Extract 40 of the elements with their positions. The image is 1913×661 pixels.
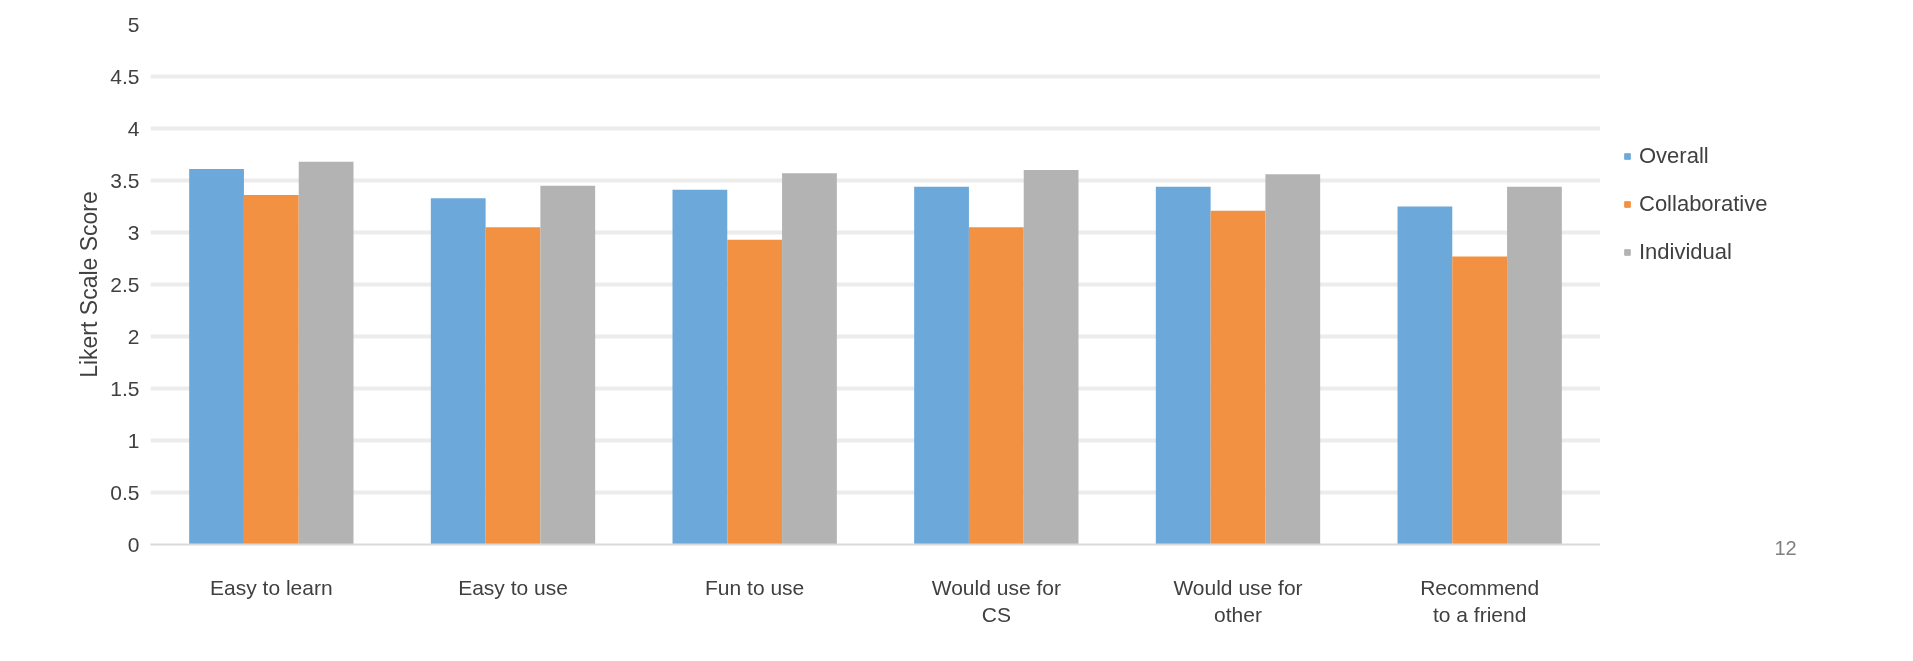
- bar: [540, 185, 596, 545]
- y-axis-title: Likert Scale Score: [76, 191, 103, 378]
- y-tick-label: 1: [127, 428, 140, 452]
- bar: [672, 189, 728, 545]
- x-tick-label: Easy to use: [458, 575, 568, 599]
- bar: [430, 198, 486, 545]
- bar: [782, 173, 837, 545]
- text: 12: [1774, 536, 1797, 559]
- bar: [243, 195, 299, 545]
- x-tick-label: Recommend to a friend: [1420, 575, 1540, 627]
- x-tick-label: Would use for CS: [931, 575, 1061, 627]
- y-tick-label: 1.5: [110, 376, 140, 400]
- y-tick-label: 0: [127, 532, 140, 556]
- bar: [1155, 186, 1211, 545]
- legend-label: Collaborative: [1639, 191, 1768, 217]
- x-tick-label: Easy to learn: [210, 575, 333, 599]
- bar: [1023, 170, 1079, 545]
- bar: [1397, 206, 1453, 545]
- y-tick-label: 3.5: [110, 168, 140, 192]
- y-tick-label: 2: [127, 324, 140, 348]
- bar: [727, 239, 783, 545]
- bar: [298, 161, 354, 545]
- bar: [914, 186, 969, 545]
- bar: [485, 227, 541, 545]
- y-tick-label: 3: [127, 220, 140, 244]
- bar: [1265, 174, 1321, 545]
- y-tick-label: 4.5: [110, 64, 140, 88]
- bar: [968, 227, 1024, 545]
- y-tick-label: 4: [127, 116, 140, 140]
- y-tick-label: 5: [127, 12, 140, 36]
- bar: [1507, 186, 1562, 545]
- legend-label: Individual: [1639, 239, 1732, 265]
- bar: [1452, 256, 1508, 545]
- y-tick-label: 0.5: [110, 480, 140, 504]
- y-tick-label: 2.5: [110, 272, 140, 296]
- bar: [189, 169, 244, 545]
- bar: [1210, 210, 1266, 545]
- legend-label: Overall: [1639, 143, 1709, 169]
- x-tick-label: Would use for other: [1173, 575, 1303, 627]
- x-tick-label: Fun to use: [705, 575, 805, 599]
